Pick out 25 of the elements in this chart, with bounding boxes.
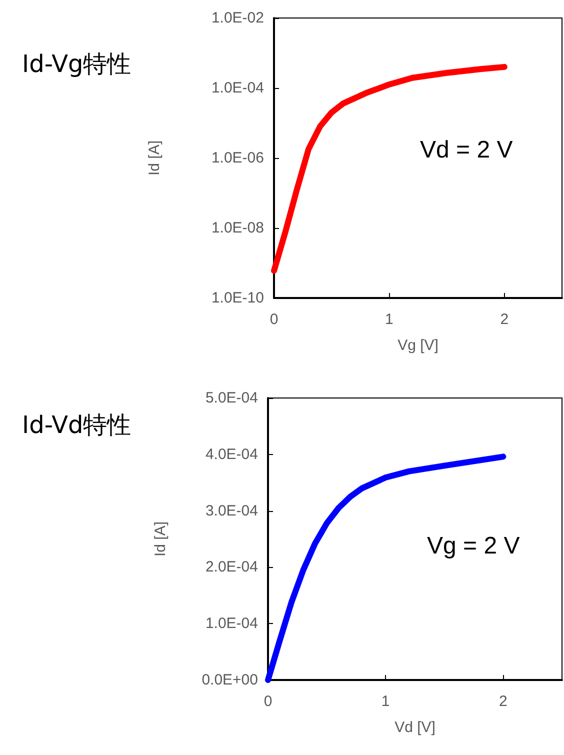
x-axis-title: Vd [V] (394, 719, 436, 736)
y-tick-label: 3.0E-04 (205, 502, 258, 520)
annotation: Vg = 2 V (427, 532, 520, 560)
y-tick-label: 1.0E-02 (211, 10, 264, 26)
text: Id-Vg特性 (22, 50, 132, 78)
y-tick-label: 5.0E-04 (205, 390, 258, 406)
annotation: Vd = 2 V (420, 136, 513, 164)
y-tick-label: 1.0E-10 (211, 290, 264, 306)
x-tick-label: 0 (264, 693, 272, 710)
y-axis-title: Id [A] (146, 140, 163, 176)
x-tick-label: 0 (270, 311, 278, 328)
y-tick-label: 0.0E+00 (202, 672, 258, 688)
x-tick-label: 2 (499, 693, 508, 710)
x-axis-title: Vg [V] (398, 337, 438, 354)
y-tick-label: 1.0E-04 (205, 615, 258, 632)
y-tick-label: 1.0E-08 (211, 220, 264, 236)
y-tick-label: 4.0E-04 (205, 446, 258, 463)
y-tick-label: 1.0E-04 (211, 80, 264, 96)
x-tick-label: 1 (385, 311, 394, 328)
x-tick-label: 2 (500, 311, 509, 328)
y-axis-title: Id [A] (152, 521, 169, 557)
y-tick-label: 1.0E-06 (211, 150, 264, 166)
text: Id-Vd特性 (22, 411, 132, 439)
y-tick-label: 2.0E-04 (205, 558, 258, 576)
x-tick-label: 1 (381, 693, 390, 710)
